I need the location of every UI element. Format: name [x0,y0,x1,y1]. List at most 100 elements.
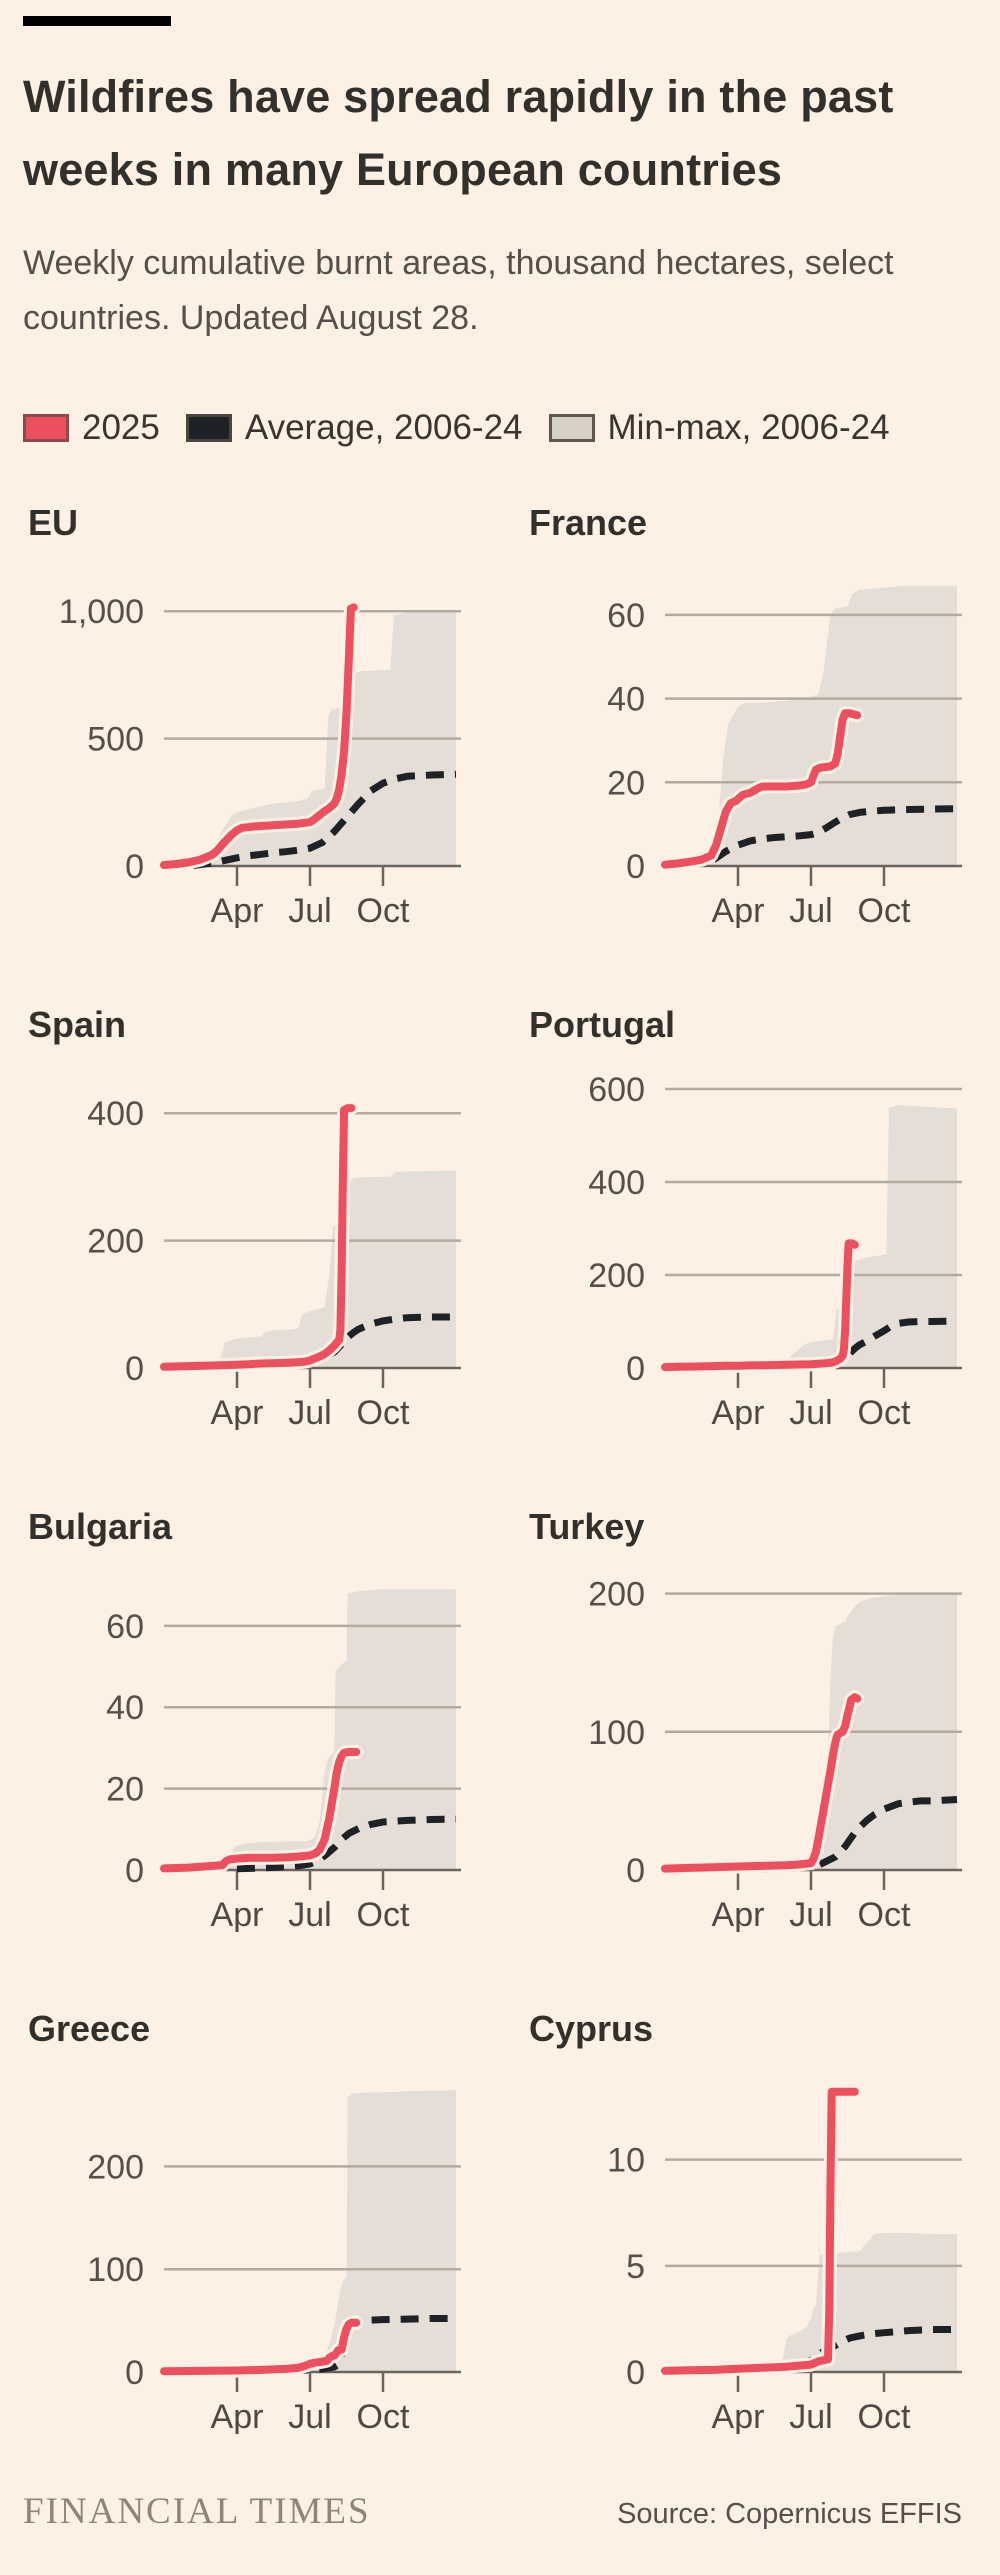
y-axis-label: 20 [106,1771,144,1809]
y-axis-label: 0 [125,1852,144,1890]
y-axis-label: 0 [626,1852,645,1890]
x-axis-label: Apr [712,1394,765,1430]
chart-svg-portugal: 0 200 400 600 Apr Jul Oct [588,1071,962,1430]
minmax-band [665,1105,957,1368]
minmax-band [665,2232,957,2372]
minmax-band [665,1593,957,1870]
x-axis-label: Oct [858,892,911,928]
chart-panel-turkey: Turkey 0 100 200 Apr Jul Oct [525,1506,990,1932]
chart-svg-france: 0 20 40 60 Apr Jul Oct [607,585,962,928]
x-axis-label: Jul [288,1896,331,1932]
chart-panel-portugal: Portugal 0 200 400 600 Apr Jul Oct [525,1004,990,1430]
chart-panel-france: France 0 20 40 60 Apr Jul Oct [525,502,990,928]
x-axis-label: Jul [288,2398,331,2434]
average-line [236,1815,457,1873]
chart-title: Greece [28,2008,151,2049]
y-axis-label: 0 [125,848,144,886]
small-multiples-grid: EU 0 500 1,000 Apr Jul Oct France 0 20 40 60 Apr Jul O… [0,476,1000,2434]
ft-top-bar [23,16,171,26]
legend-item-2025: 2025 [23,408,160,448]
ft-brand-logo: FINANCIAL TIMES [23,2491,371,2532]
chart-title: Turkey [529,1506,645,1547]
chart-svg-eu: 0 500 1,000 Apr Jul Oct [59,593,461,928]
x-axis-label: Apr [712,1896,765,1932]
chart-title: EU [28,502,79,543]
x-axis-label: Jul [789,2398,832,2434]
chart-panel-eu: EU 0 500 1,000 Apr Jul Oct [24,502,489,928]
x-axis-label: Apr [712,2398,765,2434]
chart-svg-spain: 0 200 400 Apr Jul Oct [87,1095,461,1430]
chart-svg-turkey: 0 100 200 Apr Jul Oct [588,1576,962,1932]
source-credit: Source: Copernicus EFFIS [617,2498,962,2530]
legend-label-average: Average, 2006-24 [244,408,523,447]
legend-item-minmax: Min-max, 2006-24 [548,408,890,448]
chart-header: Wildfires have spread rapidly in the pas… [0,0,1000,476]
y-axis-label: 40 [607,681,645,719]
y-axis-label: 0 [626,1350,645,1388]
x-axis-label: Oct [858,1394,911,1430]
y-axis-label: 200 [87,2148,144,2186]
x-axis-label: Oct [357,892,410,928]
legend-label-minmax: Min-max, 2006-24 [607,408,890,447]
chart-svg-cyprus: 0 5 10 Apr Jul Oct [607,2084,962,2434]
average-line [711,805,958,863]
x-axis-label: Oct [357,1896,410,1932]
minmax-band [164,1589,456,1870]
legend-swatch-average [185,414,232,442]
chart-title: Bulgaria [28,1506,173,1547]
y-axis-label: 0 [125,1350,144,1388]
x-axis-label: Jul [789,1896,832,1932]
y-axis-label: 10 [607,2142,645,2180]
legend-swatch-2025 [23,414,69,442]
x-axis-label: Apr [211,1896,264,1932]
chart-svg-bulgaria: 0 20 40 60 Apr Jul Oct [106,1589,461,1932]
y-axis-label: 60 [607,597,645,635]
y-axis-label: 0 [626,2354,645,2392]
y-axis-label: 600 [588,1071,645,1109]
x-axis-label: Oct [858,2398,911,2434]
x-axis-label: Oct [858,1896,911,1932]
y-axis-label: 60 [106,1608,144,1646]
chart-panel-bulgaria: Bulgaria 0 20 40 60 Apr Jul Oct [24,1506,489,1932]
chart-svg-greece: 0 100 200 Apr Jul Oct [87,2090,461,2434]
y-axis-label: 0 [626,848,645,886]
y-axis-label: 20 [607,764,645,802]
y-axis-label: 400 [588,1164,645,1202]
chart-panel-greece: Greece 0 100 200 Apr Jul Oct [24,2008,489,2434]
legend-swatch-minmax [548,414,595,442]
line-2025 [160,1748,361,1873]
chart-subtitle: Weekly cumulative burnt areas, thousand … [23,244,894,337]
x-axis-label: Apr [211,2398,264,2434]
line-2025 [661,709,862,869]
y-axis-label: 200 [588,1576,645,1614]
x-axis-label: Jul [789,892,832,928]
x-axis-label: Jul [288,1394,331,1430]
y-axis-label: 400 [87,1095,144,1133]
minmax-band [164,612,456,866]
average-line [192,770,457,869]
legend-item-average: Average, 2006-24 [185,408,523,448]
chart-panel-cyprus: Cyprus 0 5 10 Apr Jul Oct [525,2008,990,2434]
chart-panel-spain: Spain 0 200 400 Apr Jul Oct [24,1004,489,1430]
y-axis-label: 200 [588,1257,645,1295]
x-axis-label: Oct [357,2398,410,2434]
y-axis-label: 200 [87,1223,144,1261]
y-axis-label: 1,000 [59,593,144,631]
minmax-band [665,585,957,866]
chart-title: Spain [28,1004,127,1045]
x-axis-label: Oct [357,1394,410,1430]
line-2025 [160,2318,361,2376]
y-axis-label: 0 [125,2354,144,2392]
y-axis-label: 40 [106,1689,144,1727]
line-2025 [661,1239,859,1372]
minmax-band [164,2090,456,2372]
x-axis-label: Apr [211,892,264,928]
line-2025 [160,1104,356,1371]
y-axis-label: 100 [588,1714,645,1752]
y-axis-label: 100 [87,2251,144,2289]
chart-title: Portugal [529,1004,676,1045]
page-title: Wildfires have spread rapidly in the pas… [23,71,894,195]
chart-title: Cyprus [529,2008,654,2049]
y-axis-label: 500 [87,721,144,759]
x-axis-label: Jul [288,892,331,928]
